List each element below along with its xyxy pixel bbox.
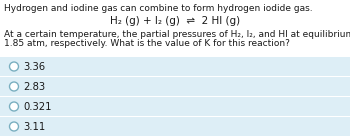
Bar [0,117,350,136]
Text: At a certain temperature, the partial pressures of H₂, I₂, and HI at equilibrium: At a certain temperature, the partial pr… [4,30,350,39]
Text: 1.85 atm, respectively. What is the value of K for this reaction?: 1.85 atm, respectively. What is the valu… [4,39,290,48]
Text: 3.36: 3.36 [23,61,46,72]
Bar [0,97,350,116]
Text: 3.11: 3.11 [23,121,46,132]
Text: H₂ (g) + I₂ (g)  ⇌  2 HI (g): H₂ (g) + I₂ (g) ⇌ 2 HI (g) [110,16,240,26]
Bar [0,0,350,58]
Circle shape [9,122,19,131]
Circle shape [9,82,19,91]
Circle shape [9,62,19,71]
Text: 0.321: 0.321 [23,101,52,112]
Bar [0,77,350,96]
Bar [0,57,350,76]
Text: 2.83: 2.83 [23,81,46,92]
Circle shape [9,102,19,111]
Text: Hydrogen and iodine gas can combine to form hydrogen iodide gas.: Hydrogen and iodine gas can combine to f… [4,4,313,13]
